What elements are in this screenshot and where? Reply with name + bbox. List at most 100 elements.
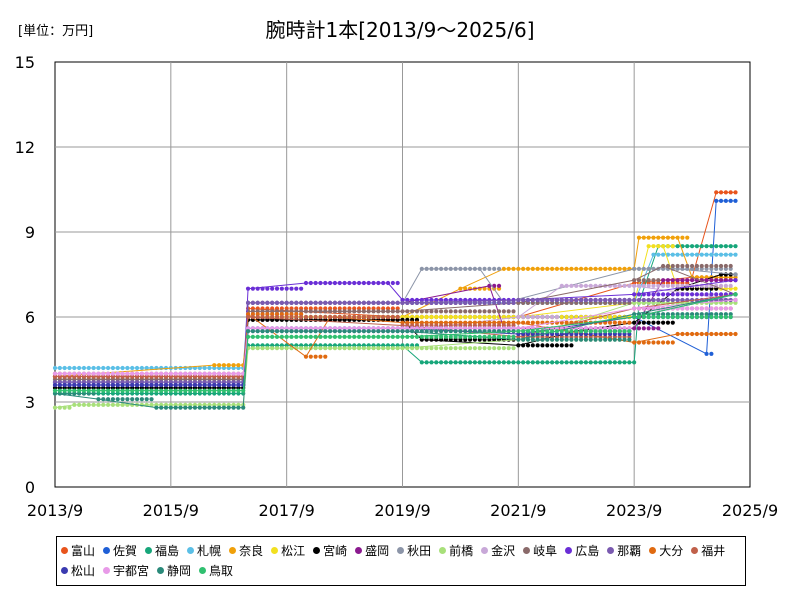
data-point	[661, 340, 666, 345]
data-point	[308, 309, 313, 314]
data-point	[231, 388, 236, 393]
data-point	[328, 329, 333, 334]
data-point	[105, 365, 111, 371]
data-point	[173, 371, 178, 376]
data-point	[356, 300, 362, 305]
data-point	[525, 329, 531, 334]
data-point	[274, 346, 280, 351]
data-point	[212, 388, 217, 393]
y-tick-label: 3	[25, 393, 35, 412]
data-point	[472, 300, 477, 305]
data-point	[651, 314, 656, 320]
data-point	[236, 388, 241, 393]
legend-label: 静岡	[167, 563, 192, 578]
data-point	[110, 397, 116, 402]
data-point	[487, 266, 492, 271]
data-point	[641, 320, 646, 325]
data-point	[328, 346, 333, 351]
data-point	[356, 334, 362, 339]
data-point	[361, 314, 366, 320]
data-point	[188, 405, 193, 410]
data-point	[578, 329, 584, 334]
data-point	[685, 331, 690, 337]
data-point	[492, 300, 497, 305]
data-point	[554, 266, 560, 271]
data-point	[487, 309, 492, 314]
data-point	[569, 337, 574, 342]
data-point	[632, 297, 637, 303]
data-point	[86, 388, 91, 393]
data-point	[419, 334, 424, 339]
data-point	[709, 278, 714, 283]
data-point	[448, 314, 453, 320]
data-point	[318, 354, 323, 359]
legend-label: 盛岡	[365, 543, 390, 558]
data-point	[598, 297, 603, 303]
data-point	[593, 266, 598, 271]
data-point	[434, 360, 439, 365]
data-point	[395, 329, 400, 334]
data-point	[617, 297, 622, 303]
data-point	[641, 297, 646, 303]
y-tick-label: 0	[25, 478, 35, 497]
data-point	[482, 346, 487, 351]
data-point	[144, 371, 149, 376]
data-point	[429, 314, 434, 320]
data-point	[492, 334, 497, 339]
data-point	[641, 292, 646, 297]
data-point	[564, 266, 569, 271]
data-point	[284, 329, 289, 334]
data-point	[477, 314, 482, 320]
data-point	[661, 244, 666, 249]
data-point	[207, 382, 212, 388]
data-point	[328, 334, 333, 339]
data-point	[448, 334, 453, 339]
data-point	[718, 306, 724, 311]
data-point	[308, 354, 313, 359]
data-point	[718, 244, 724, 249]
data-point	[516, 314, 521, 320]
data-point	[661, 320, 666, 325]
data-point	[313, 346, 318, 351]
data-point	[680, 263, 685, 269]
data-point	[714, 292, 719, 297]
legend-marker	[103, 546, 111, 554]
data-point	[313, 334, 318, 339]
data-point	[130, 365, 135, 371]
data-point	[57, 405, 62, 410]
data-point	[607, 266, 613, 271]
data-point	[231, 405, 236, 410]
data-point	[656, 320, 661, 325]
data-point	[641, 283, 646, 288]
legend-label: 松山	[71, 563, 96, 578]
data-point	[453, 314, 458, 320]
data-point	[120, 365, 125, 371]
data-point	[733, 297, 738, 303]
data-point	[308, 334, 313, 339]
data-point	[583, 329, 589, 334]
legend-item: 前橋	[439, 540, 473, 560]
data-point	[352, 314, 357, 320]
data-point	[636, 266, 642, 271]
data-point	[342, 309, 347, 314]
data-point	[110, 402, 116, 407]
legend-marker	[523, 546, 531, 554]
data-point	[694, 314, 700, 320]
data-point	[390, 346, 395, 351]
data-point	[260, 300, 265, 305]
data-point	[424, 309, 429, 314]
data-point	[279, 334, 284, 339]
legend-item: 広島	[565, 540, 599, 560]
data-point	[511, 309, 516, 314]
data-point	[723, 190, 728, 195]
data-point	[265, 286, 270, 291]
data-point	[709, 263, 714, 269]
data-point	[168, 371, 173, 376]
data-point	[207, 388, 212, 393]
data-point	[279, 329, 284, 334]
data-point	[728, 331, 733, 337]
data-point	[723, 252, 728, 257]
data-point	[550, 266, 555, 271]
data-point	[159, 382, 164, 388]
data-point	[636, 306, 642, 311]
